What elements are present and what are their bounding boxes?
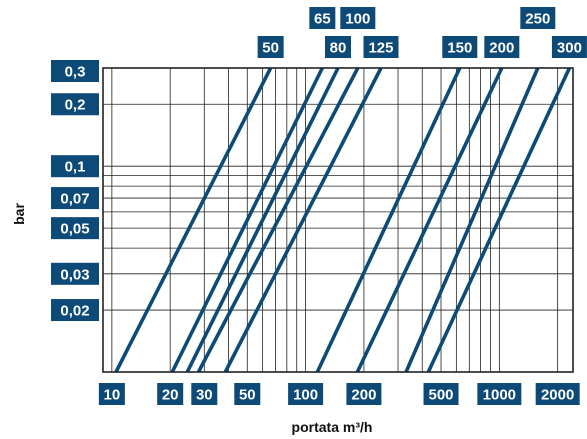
series-label-300-box <box>551 36 587 58</box>
series-label-80-text: 80 <box>330 40 347 57</box>
series-line-80 <box>185 67 340 373</box>
plot-frame <box>102 67 574 373</box>
x-tick-label-100-text: 100 <box>293 387 318 404</box>
series-label-65-text: 65 <box>314 11 331 28</box>
series-label-300: 300 <box>551 36 587 58</box>
x-tick-label-10-box <box>98 383 125 405</box>
x-axis-title: portata m³/h <box>292 419 373 435</box>
y-tick-label-0-1-text: 0,1 <box>65 159 86 176</box>
x-tick-label-1000-text: 1000 <box>483 387 516 404</box>
x-tick-label-500-box <box>423 383 459 405</box>
series-line-250 <box>404 67 540 373</box>
series-label-100-text: 100 <box>345 11 370 28</box>
y-tick-label-0-1: 0,1 <box>51 155 99 178</box>
x-tick-label-500: 500 <box>423 383 459 405</box>
y-tick-label-0-05-box <box>51 217 99 240</box>
series-label-80: 80 <box>325 36 352 58</box>
x-tick-label-20-box <box>157 383 184 405</box>
x-tick-label-500-text: 500 <box>429 387 454 404</box>
series-label-250-box <box>520 7 556 29</box>
series-label-250-text: 250 <box>525 11 550 28</box>
series-line-50 <box>114 67 273 373</box>
x-tick-label-2000-text: 2000 <box>541 387 574 404</box>
series-label-50-box <box>257 36 284 58</box>
series-line-200 <box>355 67 504 373</box>
series-label-125: 125 <box>363 36 399 58</box>
y-tick-label-0-05-text: 0,05 <box>60 221 89 238</box>
series-label-80-box <box>325 36 352 58</box>
x-tick-label-50: 50 <box>234 383 261 405</box>
y-tick-label-0-03-text: 0,03 <box>60 266 89 283</box>
y-tick-label-0-02-text: 0,02 <box>60 303 89 320</box>
series-label-125-box <box>363 36 399 58</box>
series-label-200-text: 200 <box>489 40 514 57</box>
series-label-250: 250 <box>520 7 556 29</box>
series-line-300 <box>426 67 572 373</box>
x-tick-label-200: 200 <box>346 383 382 405</box>
x-tick-label-100-box <box>288 383 324 405</box>
series-label-65-box <box>309 7 336 29</box>
series-label-150-text: 150 <box>447 40 472 57</box>
y-tick-label-0-03-box <box>51 262 99 285</box>
x-tick-label-30-text: 30 <box>196 387 213 404</box>
series-lines <box>114 67 572 373</box>
series-line-125 <box>223 67 383 373</box>
y-tick-label-0-03: 0,03 <box>51 262 99 285</box>
x-tick-label-1000: 1000 <box>477 383 522 405</box>
series-label-150: 150 <box>442 36 478 58</box>
y-tick-label-0-3: 0,3 <box>51 60 99 82</box>
x-tick-label-2000: 2000 <box>535 383 580 405</box>
x-tick-label-2000-box <box>535 383 580 405</box>
y-tick-label-0-07-text: 0,07 <box>60 191 89 208</box>
x-tick-labels: 10 20 30 50 100 200 500 1000 2000 <box>98 383 580 405</box>
y-axis-title: bar <box>11 203 27 225</box>
series-label-125-text: 125 <box>368 40 393 57</box>
series-label-100: 100 <box>340 7 376 29</box>
x-tick-label-200-text: 200 <box>351 387 376 404</box>
series-label-300-text: 300 <box>557 40 582 57</box>
y-tick-label-0-2-box <box>51 93 99 116</box>
x-tick-label-10-text: 10 <box>104 387 121 404</box>
series-label-150-box <box>442 36 478 58</box>
y-tick-labels: 0,02 0,03 0,05 0,07 0,1 0,2 0,3 <box>51 60 99 322</box>
series-label-100-box <box>340 7 376 29</box>
series-line-150 <box>315 67 462 373</box>
y-tick-label-0-05: 0,05 <box>51 217 99 240</box>
series-label-200: 200 <box>484 36 520 58</box>
series-label-65: 65 <box>309 7 336 29</box>
x-tick-label-20-text: 20 <box>162 387 179 404</box>
series-labels: 50 65 80 100 125 150 200 250 300 <box>257 7 587 58</box>
x-tick-label-100: 100 <box>288 383 324 405</box>
y-tick-label-0-02: 0,02 <box>51 299 99 322</box>
y-tick-label-0-3-box <box>51 60 99 82</box>
x-tick-label-50-box <box>234 383 261 405</box>
y-tick-label-0-1-box <box>51 155 99 178</box>
y-tick-label-0-2: 0,2 <box>51 93 99 116</box>
series-label-50: 50 <box>257 36 284 58</box>
series-line-100 <box>196 67 360 373</box>
y-tick-label-0-07-box <box>51 187 99 210</box>
x-tick-label-20: 20 <box>157 383 184 405</box>
x-tick-label-30-box <box>191 383 218 405</box>
x-tick-label-30: 30 <box>191 383 218 405</box>
y-tick-label-0-3-text: 0,3 <box>65 64 86 81</box>
x-tick-label-200-box <box>346 383 382 405</box>
series-label-200-box <box>484 36 520 58</box>
x-tick-label-50-text: 50 <box>239 387 256 404</box>
x-tick-label-10: 10 <box>98 383 125 405</box>
series-line-65 <box>170 67 324 373</box>
y-tick-label-0-2-text: 0,2 <box>65 97 86 114</box>
y-tick-label-0-07: 0,07 <box>51 187 99 210</box>
series-label-50-text: 50 <box>262 40 279 57</box>
y-tick-label-0-02-box <box>51 299 99 322</box>
x-tick-label-1000-box <box>477 383 522 405</box>
